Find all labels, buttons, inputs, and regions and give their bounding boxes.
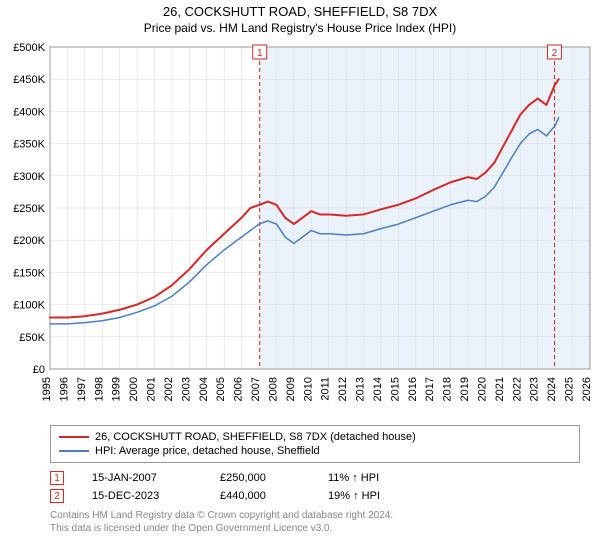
svg-text:2022: 2022 <box>511 377 523 401</box>
chart-area: £0 £50K £100K £150K £200K £250K £300K £350K £400… <box>0 39 600 419</box>
chart-container: 26, COCKSHUTT ROAD, SHEFFIELD, S8 7DX Pr… <box>0 0 600 560</box>
svg-text:2018: 2018 <box>442 377 454 401</box>
sale-row: 2 15-DEC-2023 £440,000 19% ↑ HPI <box>50 487 580 505</box>
sale-date: 15-JAN-2007 <box>92 472 192 484</box>
sale-price: £440,000 <box>220 490 300 502</box>
svg-text:2009: 2009 <box>285 377 297 401</box>
svg-text:2026: 2026 <box>581 377 593 401</box>
svg-text:£300K: £300K <box>13 171 45 183</box>
sale-pct: 19% ↑ HPI <box>328 490 428 502</box>
svg-text:1997: 1997 <box>76 377 88 401</box>
svg-text:2006: 2006 <box>233 377 245 401</box>
svg-text:2014: 2014 <box>372 377 384 401</box>
svg-text:1999: 1999 <box>111 377 123 401</box>
svg-text:£0: £0 <box>33 364 45 376</box>
svg-text:2025: 2025 <box>564 377 576 401</box>
svg-text:1998: 1998 <box>93 377 105 401</box>
svg-text:2017: 2017 <box>424 377 436 401</box>
legend: 26, COCKSHUTT ROAD, SHEFFIELD, S8 7DX (d… <box>50 425 580 463</box>
svg-text:2: 2 <box>552 48 558 59</box>
svg-text:1995: 1995 <box>41 377 53 401</box>
svg-text:£200K: £200K <box>13 235 45 247</box>
sale-price: £250,000 <box>220 472 300 484</box>
svg-text:2008: 2008 <box>267 377 279 401</box>
svg-text:2015: 2015 <box>389 377 401 401</box>
svg-text:2002: 2002 <box>163 377 175 401</box>
chart-svg: £0 £50K £100K £150K £200K £250K £300K £350K £400… <box>0 39 600 419</box>
legend-swatch <box>59 450 89 452</box>
sale-row: 1 15-JAN-2007 £250,000 11% ↑ HPI <box>50 469 580 487</box>
attribution: Contains HM Land Registry data © Crown c… <box>50 509 580 535</box>
svg-text:2013: 2013 <box>355 377 367 401</box>
chart-subtitle: Price paid vs. HM Land Registry's House … <box>0 19 600 39</box>
legend-swatch <box>59 436 89 438</box>
svg-text:2012: 2012 <box>337 377 349 401</box>
svg-text:£150K: £150K <box>13 267 45 279</box>
svg-text:£50K: £50K <box>19 332 45 344</box>
sale-marker: 1 <box>50 471 64 485</box>
svg-text:2007: 2007 <box>250 377 262 401</box>
svg-text:£400K: £400K <box>13 106 45 118</box>
sales-table: 1 15-JAN-2007 £250,000 11% ↑ HPI 2 15-DEC-202… <box>50 469 580 505</box>
legend-label: HPI: Average price, detached house, Shef… <box>95 445 320 457</box>
legend-row: 26, COCKSHUTT ROAD, SHEFFIELD, S8 7DX (d… <box>59 430 571 444</box>
svg-text:2003: 2003 <box>180 377 192 401</box>
svg-text:£250K: £250K <box>13 203 45 215</box>
svg-text:£450K: £450K <box>13 74 45 86</box>
svg-text:2016: 2016 <box>407 377 419 401</box>
attribution-line2: This data is licensed under the Open Gov… <box>50 522 580 535</box>
sale-marker: 2 <box>50 489 64 503</box>
attribution-line1: Contains HM Land Registry data © Crown c… <box>50 509 580 522</box>
legend-label: 26, COCKSHUTT ROAD, SHEFFIELD, S8 7DX (d… <box>95 431 416 443</box>
svg-text:2001: 2001 <box>146 377 158 401</box>
svg-text:2010: 2010 <box>302 377 314 401</box>
svg-text:2011: 2011 <box>320 377 332 401</box>
svg-text:2004: 2004 <box>198 377 210 401</box>
svg-text:1996: 1996 <box>58 377 70 401</box>
svg-text:£100K: £100K <box>13 300 45 312</box>
svg-text:2023: 2023 <box>529 377 541 401</box>
svg-text:2005: 2005 <box>215 377 227 401</box>
svg-text:£350K: £350K <box>13 139 45 151</box>
svg-text:2020: 2020 <box>476 377 488 401</box>
sale-pct: 11% ↑ HPI <box>328 472 428 484</box>
svg-text:2021: 2021 <box>494 377 506 401</box>
svg-text:2024: 2024 <box>546 377 558 401</box>
svg-text:£500K: £500K <box>13 42 45 54</box>
svg-text:2000: 2000 <box>128 377 140 401</box>
sale-date: 15-DEC-2023 <box>92 490 192 502</box>
svg-text:2019: 2019 <box>459 377 471 401</box>
legend-row: HPI: Average price, detached house, Shef… <box>59 444 571 458</box>
svg-text:1: 1 <box>257 48 263 59</box>
chart-title: 26, COCKSHUTT ROAD, SHEFFIELD, S8 7DX <box>0 0 600 19</box>
